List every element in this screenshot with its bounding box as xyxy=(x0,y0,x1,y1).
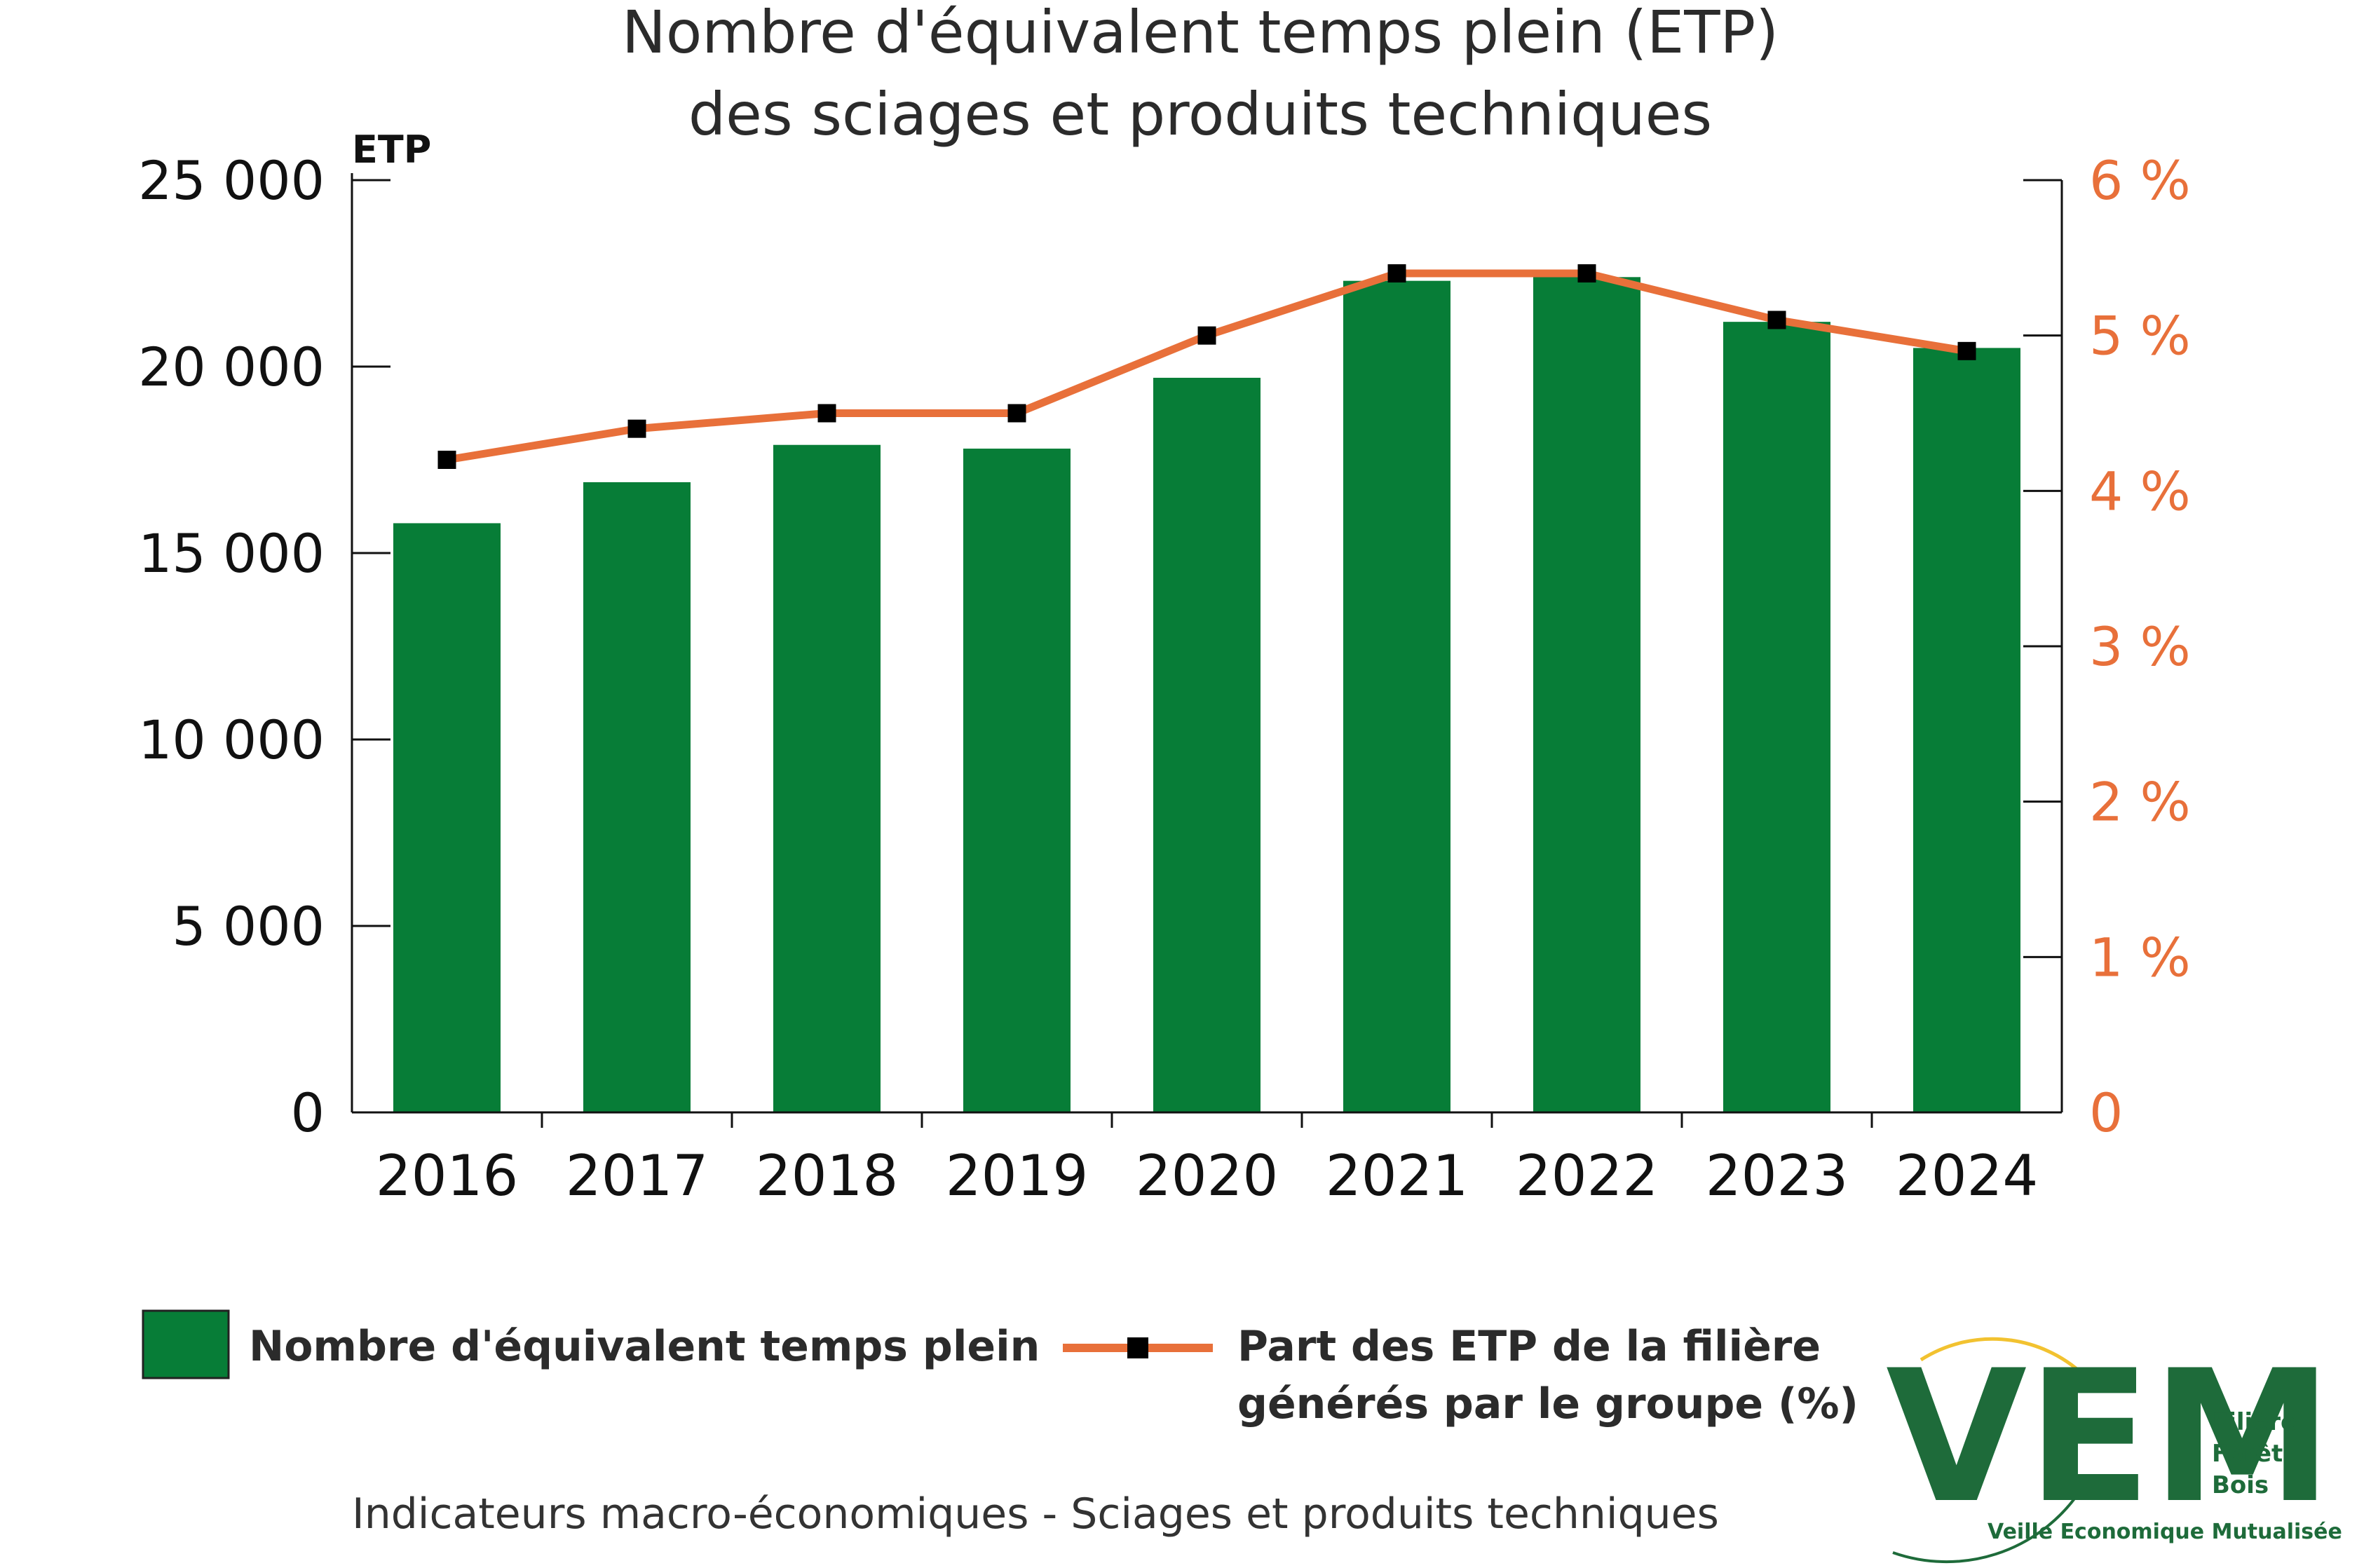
left-tick-label: 10 000 xyxy=(138,709,325,771)
right-tick-label: 6 % xyxy=(2089,149,2191,212)
right-tick-label: 0 xyxy=(2089,1082,2123,1144)
right-tick-label: 4 % xyxy=(2089,460,2191,522)
x-tick-label: 2022 xyxy=(1516,1143,1659,1208)
bar-2020 xyxy=(1153,377,1261,1113)
right-tick-label: 1 % xyxy=(2089,926,2191,988)
logo-word-filiere: Filière xyxy=(2212,1408,2297,1436)
legend-bar-label: Nombre d'équivalent temps plein xyxy=(249,1322,1040,1371)
y-axis-unit-label: ETP xyxy=(352,128,431,172)
legend-line-label-2: générés par le groupe (%) xyxy=(1237,1379,1859,1429)
plot-area: 0 5 000 10 000 15 000 20 000 25 000 0 1 % 2 % 3 %… xyxy=(138,149,2191,1208)
share-point-2023 xyxy=(1767,311,1786,329)
right-tick-label: 3 % xyxy=(2089,615,2191,678)
logo-yellow-arc-icon xyxy=(1920,1337,2094,1386)
x-tick-label: 2021 xyxy=(1326,1143,1469,1208)
bar-2017 xyxy=(583,482,691,1112)
logo-word-foret: Forêt xyxy=(2212,1440,2283,1468)
x-tick-label: 2016 xyxy=(376,1143,519,1208)
share-point-2019 xyxy=(1007,404,1026,423)
bar-2024 xyxy=(1913,348,2020,1112)
chart-title-line-1: Nombre d'équivalent temps plein (ETP) xyxy=(622,0,1779,67)
bar-2022 xyxy=(1533,277,1640,1112)
x-tick-label: 2017 xyxy=(566,1143,709,1208)
x-tick-label: 2023 xyxy=(1706,1143,1849,1208)
right-tick-label: 2 % xyxy=(2089,771,2191,833)
logo-mark: VEM xyxy=(1886,1332,2333,1543)
share-point-2020 xyxy=(1197,326,1216,345)
bar-2018 xyxy=(773,444,881,1112)
left-tick-label: 5 000 xyxy=(172,895,325,957)
left-tick-label: 25 000 xyxy=(138,149,325,212)
legend-line-label-1: Part des ETP de la filière xyxy=(1237,1322,1821,1371)
logo-green-arc-icon xyxy=(1892,1492,2080,1564)
share-point-2021 xyxy=(1387,264,1406,282)
legend-bar-swatch xyxy=(142,1309,230,1379)
footer-caption: Indicateurs macro-économiques - Sciages … xyxy=(352,1489,1719,1539)
x-tick-label: 2019 xyxy=(946,1143,1089,1208)
x-tick-label: 2024 xyxy=(1896,1143,2039,1208)
left-tick-label: 0 xyxy=(291,1082,325,1144)
bar-2016 xyxy=(393,523,501,1112)
right-tick-label: 5 % xyxy=(2089,305,2191,367)
share-point-2018 xyxy=(817,404,836,423)
share-point-2022 xyxy=(1577,264,1596,282)
chart-title-line-2: des sciages et produits techniques xyxy=(688,80,1712,149)
legend: Nombre d'équivalent temps plein Part des… xyxy=(142,1309,1859,1429)
left-tick-label: 15 000 xyxy=(138,522,325,585)
logo-tagline: Veille Economique Mutualisée xyxy=(1988,1520,2342,1544)
x-tick-label: 2018 xyxy=(756,1143,899,1208)
bar-2021 xyxy=(1343,280,1450,1112)
share-point-2016 xyxy=(437,451,456,469)
logo-word-bois: Bois xyxy=(2212,1471,2269,1499)
left-tick-label: 20 000 xyxy=(138,336,325,398)
legend-line-marker xyxy=(1127,1337,1148,1358)
x-tick-label: 2020 xyxy=(1136,1143,1279,1208)
bar-2023 xyxy=(1723,322,1830,1112)
share-point-2024 xyxy=(1957,341,1976,360)
vem-logo: VEM Filière Forêt Bois Veille Economique… xyxy=(1886,1332,2342,1564)
bar-2019 xyxy=(963,449,1071,1112)
share-point-2017 xyxy=(627,419,646,438)
